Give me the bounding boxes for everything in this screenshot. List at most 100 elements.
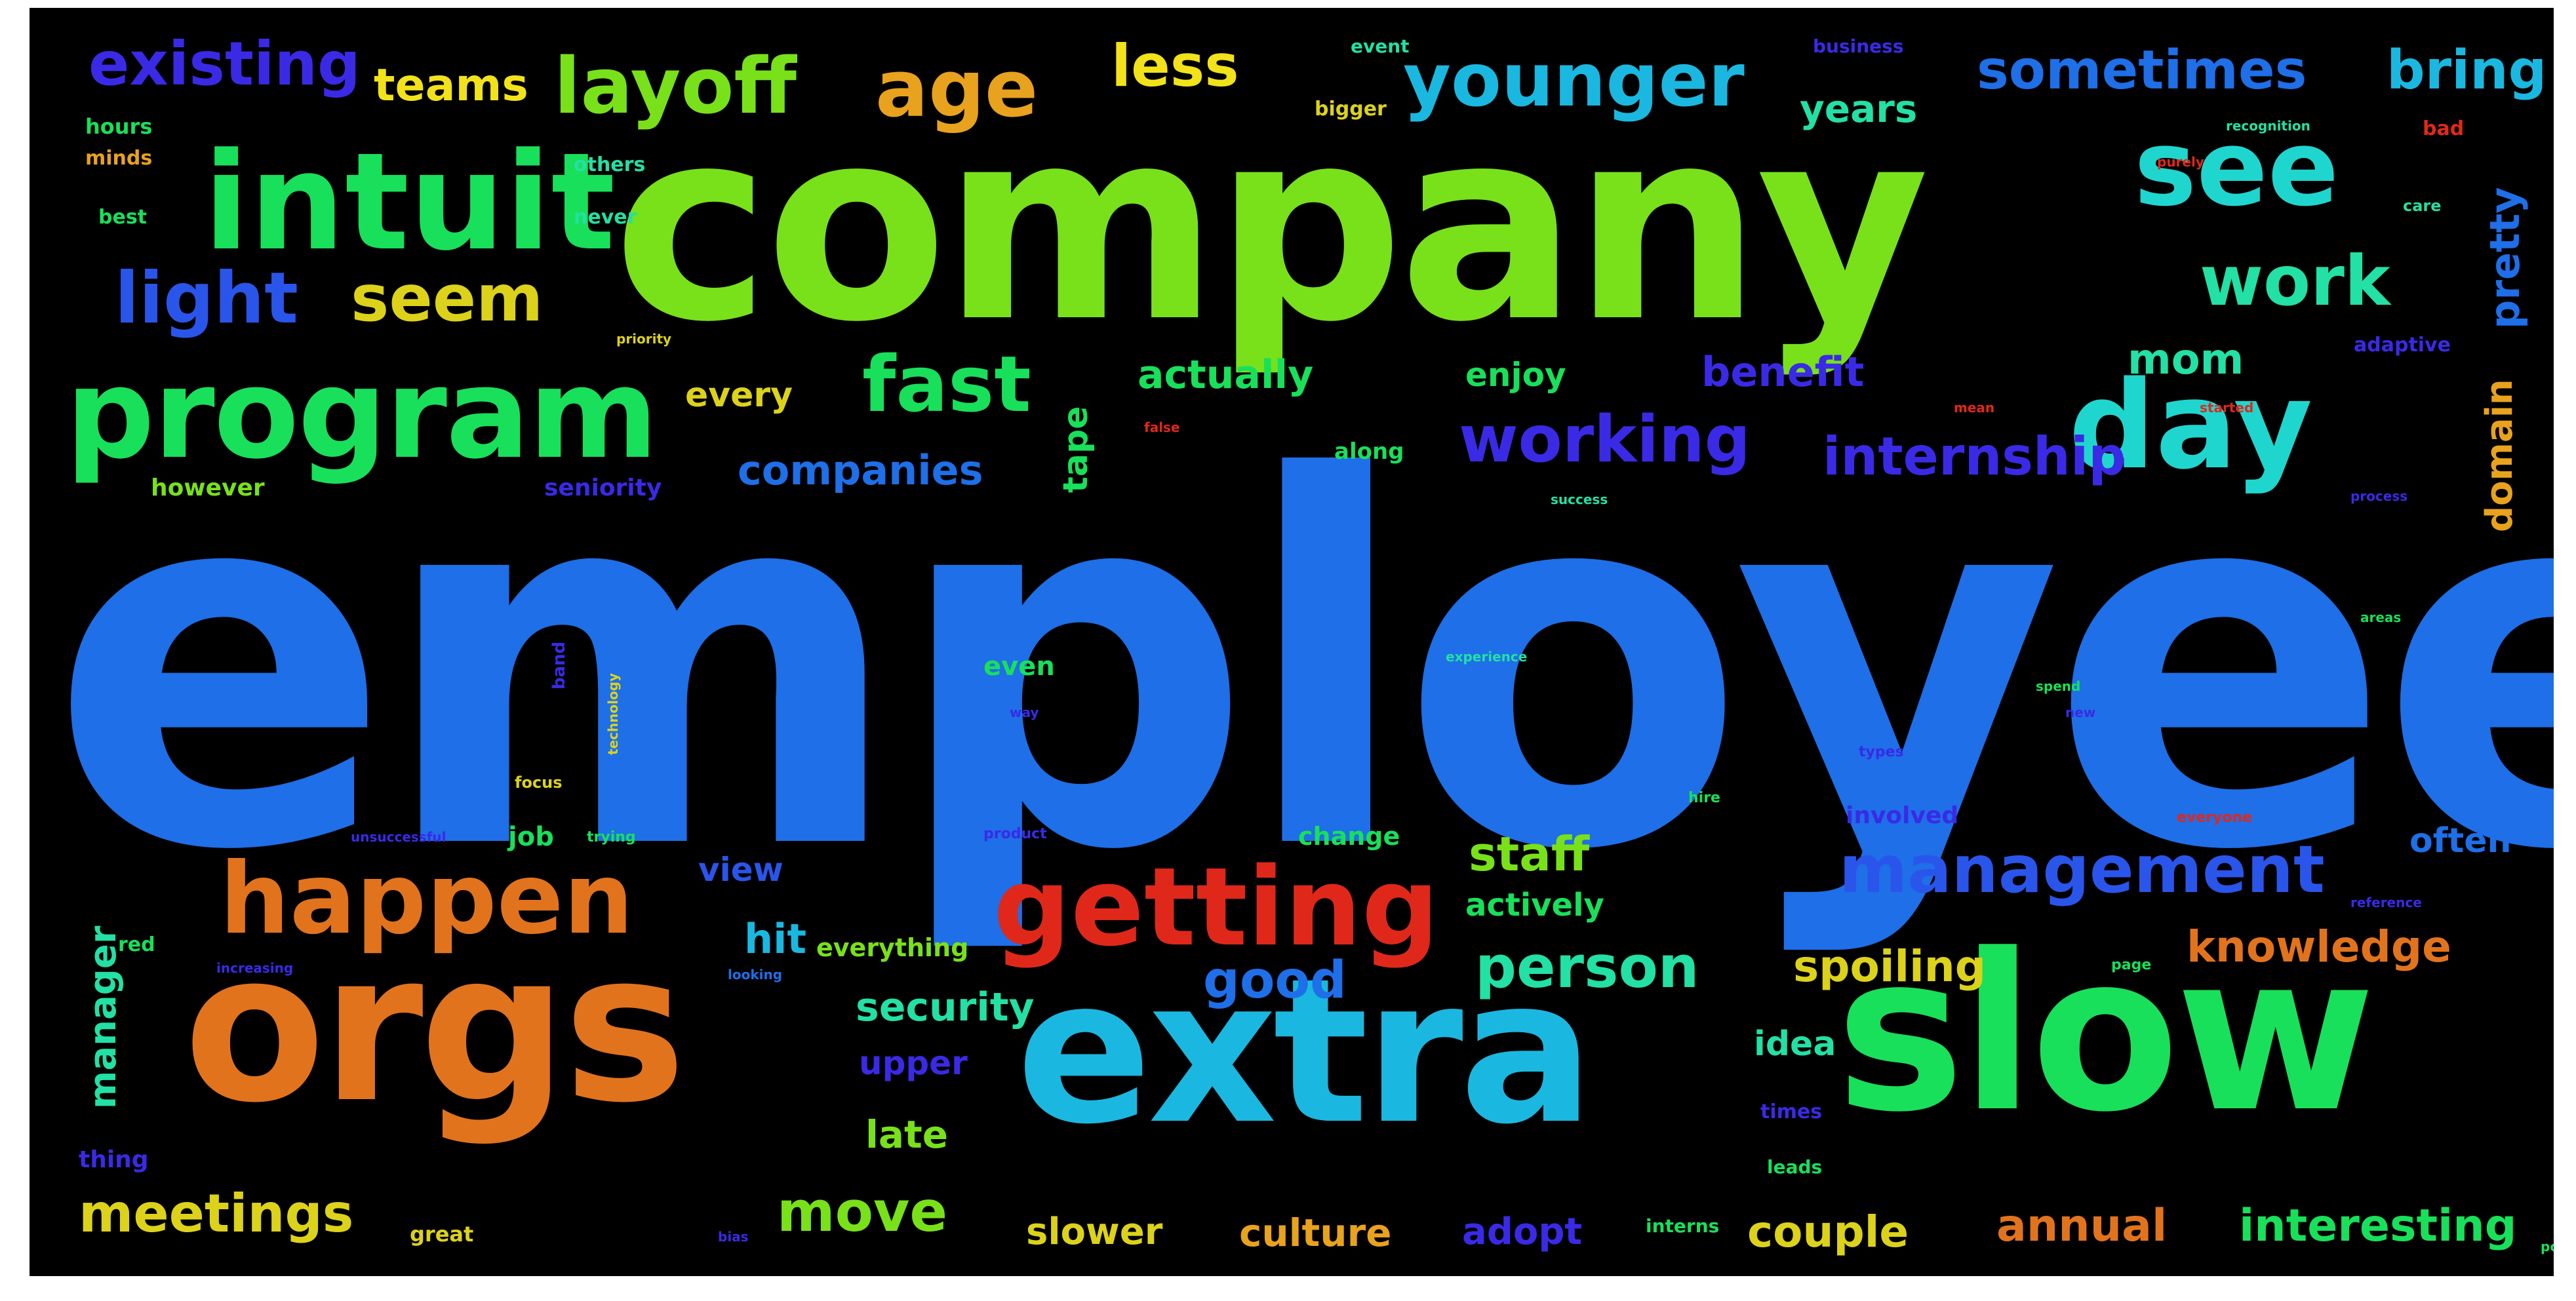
word: false xyxy=(1144,419,1180,435)
word-cloud: employee company orgs extra slow intuit … xyxy=(30,8,2554,1276)
word: mean xyxy=(1954,400,1995,416)
word: interesting xyxy=(2239,1200,2517,1252)
word: security xyxy=(856,984,1035,1030)
word: areas xyxy=(2360,610,2402,625)
word: fast xyxy=(862,339,1031,429)
word: intuit xyxy=(203,125,616,281)
word: however xyxy=(151,475,265,501)
word: hire xyxy=(1688,790,1720,806)
word: along xyxy=(1334,438,1404,465)
word: working xyxy=(1459,402,1751,477)
word: everyone xyxy=(2177,809,2253,826)
word: getting xyxy=(993,844,1439,970)
word: program xyxy=(66,341,658,486)
word: tape xyxy=(1056,406,1096,493)
word: interns xyxy=(1646,1215,1720,1237)
word: enjoy xyxy=(1465,356,1566,394)
word: great xyxy=(410,1222,474,1247)
word: company xyxy=(613,71,1930,380)
word: seniority xyxy=(544,475,662,501)
word: bad xyxy=(2423,117,2465,140)
word: purely xyxy=(2157,154,2204,170)
word: every xyxy=(685,376,793,415)
word: trying xyxy=(587,829,636,845)
word: seem xyxy=(351,262,544,336)
word: minds xyxy=(85,147,153,170)
word: unsuccessful xyxy=(351,829,446,845)
word: bias xyxy=(718,1229,749,1245)
word: actively xyxy=(1465,887,1604,923)
word: younger xyxy=(1403,38,1745,123)
word: pretty xyxy=(2481,187,2529,329)
word: happen xyxy=(220,842,634,956)
word: increasing xyxy=(216,960,294,976)
word: internship xyxy=(1823,426,2126,487)
word: hit xyxy=(744,915,807,963)
word: domain xyxy=(2478,379,2521,532)
word: leads xyxy=(1767,1156,1823,1178)
word: product xyxy=(983,826,1047,842)
word: spoiling xyxy=(1793,941,1986,992)
word: spend xyxy=(2036,678,2081,694)
word: manager xyxy=(82,925,125,1109)
word: layoff xyxy=(554,41,797,131)
word: orgs xyxy=(184,908,686,1148)
word: age xyxy=(875,44,1039,135)
word: priority xyxy=(616,331,672,347)
word: focus xyxy=(515,773,563,792)
word: actually xyxy=(1138,352,1314,398)
word: pool xyxy=(2541,1239,2554,1254)
word: less xyxy=(1111,32,1239,100)
word: person xyxy=(1475,933,1699,1001)
word: work xyxy=(2200,241,2390,321)
word: technology xyxy=(605,672,621,755)
word: experience xyxy=(1446,649,1528,665)
word: involved xyxy=(1846,802,1959,829)
word: band xyxy=(549,641,569,689)
word: way xyxy=(1010,705,1039,720)
word: meetings xyxy=(79,1183,354,1244)
word: good xyxy=(1203,951,1347,1010)
word: event xyxy=(1351,35,1410,57)
word: slow xyxy=(1836,908,2375,1159)
word: best xyxy=(98,206,148,229)
word: process xyxy=(2350,488,2408,504)
word: late xyxy=(865,1112,949,1157)
word: change xyxy=(1298,822,1400,851)
word: companies xyxy=(738,446,983,494)
word: recognition xyxy=(2226,118,2310,134)
word: idea xyxy=(1754,1024,1836,1064)
word: upper xyxy=(859,1044,968,1082)
word: management xyxy=(1839,831,2325,908)
word: move xyxy=(777,1180,948,1245)
word: couple xyxy=(1747,1207,1909,1257)
word: hours xyxy=(85,114,153,139)
word: sometimes xyxy=(1977,39,2307,102)
word: view xyxy=(698,851,783,889)
word: employee xyxy=(49,372,2554,960)
word: culture xyxy=(1239,1211,1392,1255)
word: started xyxy=(2200,400,2254,416)
word: times xyxy=(1760,1100,1823,1123)
word: thing xyxy=(79,1146,149,1173)
word: benefit xyxy=(1701,348,1865,396)
word: see xyxy=(2134,107,2339,229)
word: knowledge xyxy=(2187,922,2451,972)
word: bigger xyxy=(1315,98,1387,121)
word: business xyxy=(1813,35,1904,57)
word: success xyxy=(1551,492,1608,507)
word: even xyxy=(983,651,1055,682)
word: care xyxy=(2403,197,2442,215)
word: teams xyxy=(374,60,528,111)
word: day xyxy=(2069,355,2313,496)
word: page xyxy=(2111,957,2152,973)
word: adopt xyxy=(1462,1211,1583,1253)
word: mom xyxy=(2128,336,2244,384)
word: staff xyxy=(1469,826,1590,882)
word: extra xyxy=(1016,935,1595,1168)
word: others xyxy=(574,153,646,176)
word: red xyxy=(118,933,155,956)
word: everything xyxy=(816,933,969,962)
word: types xyxy=(1859,744,1904,760)
word: new xyxy=(2065,705,2096,720)
